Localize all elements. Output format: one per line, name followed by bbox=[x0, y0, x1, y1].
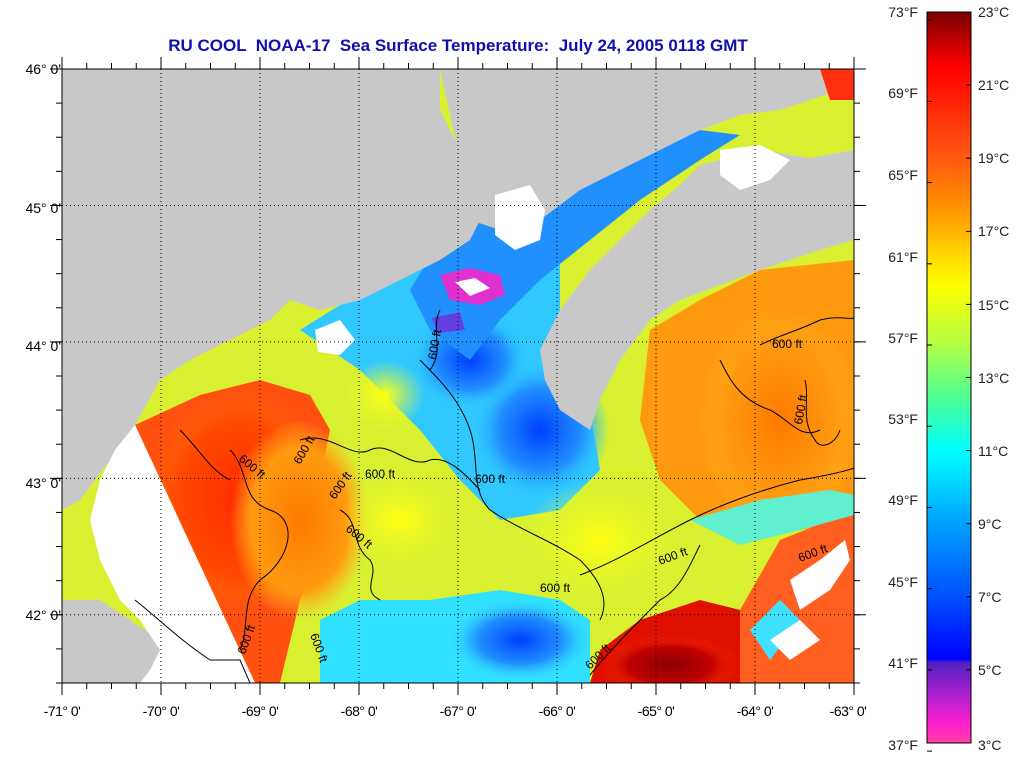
cloud-passamaquoddy bbox=[495, 185, 545, 250]
cloud-patch-southeast bbox=[790, 540, 850, 610]
contour-label: 600 ft bbox=[540, 581, 571, 595]
contour-line-12 bbox=[179, 429, 231, 481]
warm-orange-west bbox=[230, 420, 370, 620]
lon-label-64: -64° 0' bbox=[736, 703, 774, 719]
colorbar-c-label: 17°C bbox=[978, 223, 1010, 239]
lon-label-71: -71° 0' bbox=[43, 703, 81, 719]
lat-label-46: 46° 0' bbox=[25, 61, 61, 77]
contour-label: 600 ft bbox=[475, 472, 506, 486]
colorbar-f-label: 61°F bbox=[888, 249, 918, 265]
warm-core-south bbox=[600, 635, 740, 683]
colorbar-f-label: 37°F bbox=[888, 737, 918, 753]
contour-line-2 bbox=[229, 449, 289, 651]
contour-line-8 bbox=[759, 317, 854, 346]
cloud-nearshore bbox=[315, 320, 355, 355]
colorbar-f-label: 69°F bbox=[888, 85, 918, 101]
contour-line-1 bbox=[134, 599, 251, 683]
colorbar-f-label: 73°F bbox=[888, 4, 918, 20]
colorbar-c-label: 23°C bbox=[978, 4, 1010, 20]
yellow-patch-3 bbox=[345, 360, 425, 430]
colorbar-c-label: 19°C bbox=[978, 150, 1010, 166]
cyan-patch-southeast bbox=[750, 600, 800, 660]
yellow-patch-2 bbox=[520, 480, 680, 600]
lon-label-66: -66° 0' bbox=[538, 703, 576, 719]
colorbar-f-label: 65°F bbox=[888, 167, 918, 183]
map-title: RU COOL NOAA-17 Sea Surface Temperature:… bbox=[168, 36, 748, 55]
lat-label-44: 44° 0' bbox=[25, 338, 61, 354]
contour-label: 600 ft bbox=[365, 467, 396, 481]
colorbar-f-label: 49°F bbox=[888, 492, 918, 508]
colorbar-f-label: 53°F bbox=[888, 411, 918, 427]
lon-label-63: -63° 0' bbox=[829, 703, 867, 719]
yellow-patch-1 bbox=[340, 470, 460, 570]
cold-core-georges bbox=[450, 600, 590, 680]
graticule bbox=[62, 69, 854, 683]
lon-label-70: -70° 0' bbox=[142, 703, 180, 719]
bathymetry-contours bbox=[134, 309, 854, 683]
cloud-patch-southeast-2 bbox=[770, 620, 820, 660]
colorbar-c-label: 15°C bbox=[978, 297, 1010, 313]
warm-core-east bbox=[700, 310, 854, 530]
lon-label-67: -67° 0' bbox=[439, 703, 477, 719]
cold-patch-purple-3 bbox=[432, 312, 465, 333]
contour-label: 600 ft bbox=[772, 337, 803, 351]
lon-label-65: -65° 0' bbox=[637, 703, 675, 719]
cyan-band-east bbox=[690, 490, 854, 545]
contour-line-6 bbox=[579, 467, 854, 576]
lat-label-45: 45° 0' bbox=[25, 200, 61, 216]
lat-label-42: 42° 0' bbox=[25, 607, 61, 623]
lon-label-68: -68° 0' bbox=[340, 703, 378, 719]
land-new-england-maine bbox=[62, 69, 480, 510]
cold-patch-magenta-2 bbox=[455, 278, 490, 296]
colorbar-c-label: 7°C bbox=[978, 589, 1002, 605]
contour-line-4 bbox=[419, 359, 605, 621]
contour-label: 600 ft bbox=[425, 328, 444, 361]
colorbar-c-label: 13°C bbox=[978, 370, 1010, 386]
axis-ticks bbox=[50, 57, 866, 695]
map-area: 600 ft 600 ft 600 ft 600 ft 600 ft 600 f… bbox=[62, 69, 854, 683]
contour-line-3 bbox=[299, 437, 481, 491]
land-new-brunswick bbox=[440, 69, 840, 230]
cloud-minas-basin bbox=[720, 145, 790, 190]
land-nova-scotia bbox=[540, 150, 854, 430]
colorbar-c-label: 9°C bbox=[978, 516, 1002, 532]
colorbar-c-label: 5°C bbox=[978, 662, 1002, 678]
colorbar-c-label: 21°C bbox=[978, 77, 1010, 93]
colorbar bbox=[926, 11, 972, 744]
bay-of-fundy-water bbox=[410, 130, 740, 360]
contour-line-9 bbox=[719, 359, 821, 434]
colorbar-ticks bbox=[927, 11, 971, 752]
lat-label-43: 43° 0' bbox=[25, 475, 61, 491]
nodata-swath-edge bbox=[90, 425, 255, 683]
contour-line-11 bbox=[339, 509, 381, 601]
colorbar-f-label: 57°F bbox=[888, 330, 918, 346]
colorbar-c-label: 3°C bbox=[978, 737, 1002, 753]
colorbar-c-label: 11°C bbox=[978, 443, 1009, 459]
contour-line-10 bbox=[804, 379, 841, 446]
colorbar-f-label: 45°F bbox=[888, 574, 918, 590]
lon-label-69: -69° 0' bbox=[241, 703, 279, 719]
contour-line-7 bbox=[589, 544, 701, 676]
colorbar-f-label: 41°F bbox=[888, 655, 918, 671]
contour-line-5 bbox=[429, 309, 441, 371]
contour-label: 600 ft bbox=[791, 393, 810, 426]
cloud-upper-right bbox=[820, 69, 854, 100]
